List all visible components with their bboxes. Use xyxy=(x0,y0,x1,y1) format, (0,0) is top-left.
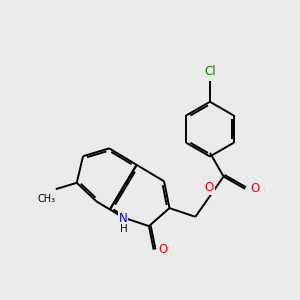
Text: Cl: Cl xyxy=(204,65,216,78)
Text: N: N xyxy=(119,212,128,225)
Text: O: O xyxy=(250,182,260,195)
Text: O: O xyxy=(205,181,214,194)
Text: CH₃: CH₃ xyxy=(38,194,56,204)
Text: H: H xyxy=(120,224,128,234)
Text: O: O xyxy=(159,243,168,256)
